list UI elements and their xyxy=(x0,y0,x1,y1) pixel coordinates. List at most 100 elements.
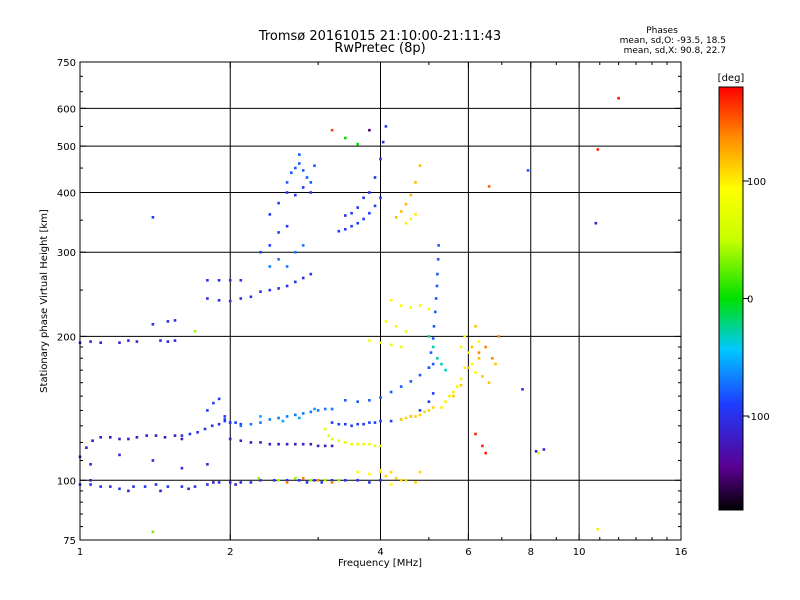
data-point xyxy=(404,221,408,225)
data-point xyxy=(389,419,393,423)
data-point xyxy=(379,468,382,472)
data-point xyxy=(379,419,382,423)
data-point xyxy=(298,162,301,165)
data-point xyxy=(394,216,398,219)
data-point xyxy=(617,96,620,100)
data-point xyxy=(436,258,440,261)
data-point xyxy=(526,169,530,172)
data-point xyxy=(330,444,334,448)
data-point xyxy=(166,340,170,343)
data-point xyxy=(173,319,177,322)
x-tick-label: 2 xyxy=(227,547,233,558)
data-point xyxy=(437,244,440,247)
data-point xyxy=(379,479,382,482)
data-point xyxy=(135,340,139,343)
data-point xyxy=(151,530,155,534)
data-point xyxy=(431,406,435,409)
data-point xyxy=(330,407,334,411)
data-point xyxy=(89,340,92,343)
data-point xyxy=(436,357,439,360)
data-point xyxy=(249,295,253,299)
data-point xyxy=(427,400,431,403)
data-point xyxy=(294,193,297,197)
data-point xyxy=(379,341,382,344)
data-point xyxy=(444,400,447,403)
data-point xyxy=(459,384,463,387)
data-point xyxy=(368,421,371,424)
data-point xyxy=(249,441,253,444)
chart-subtitle: RwPretec (8p) xyxy=(334,41,425,56)
data-point xyxy=(327,434,330,437)
data-point xyxy=(452,390,455,394)
data-point xyxy=(127,489,130,493)
data-point xyxy=(542,448,546,451)
data-point xyxy=(217,422,221,426)
data-point xyxy=(239,279,243,282)
data-point xyxy=(285,415,289,418)
data-point xyxy=(379,470,382,474)
data-point xyxy=(259,479,262,482)
data-point xyxy=(379,396,382,399)
data-point xyxy=(427,409,431,412)
data-point xyxy=(239,481,243,484)
data-point xyxy=(379,196,382,200)
colorbar-unit: [deg] xyxy=(718,73,745,84)
colorbar-ticks: 100 0 -100 xyxy=(743,177,770,423)
data-point xyxy=(309,442,313,446)
y-tick-label: 500 xyxy=(57,142,76,153)
data-point xyxy=(313,407,316,411)
data-point xyxy=(301,276,305,280)
data-point xyxy=(414,481,417,484)
data-point xyxy=(409,193,413,197)
data-point xyxy=(239,422,243,426)
data-point xyxy=(418,409,422,412)
data-point xyxy=(212,401,215,405)
data-point xyxy=(206,279,209,282)
data-point xyxy=(418,413,422,417)
data-point xyxy=(309,181,313,184)
data-point xyxy=(432,325,436,328)
data-point xyxy=(228,437,232,441)
axis-ticks: 1 2 4 6 8 10 16 75 100 200 300 400 500 600 750 xyxy=(57,58,687,558)
data-point xyxy=(180,485,184,488)
data-point xyxy=(456,385,459,388)
data-point xyxy=(217,299,221,302)
data-point xyxy=(521,388,524,391)
data-point xyxy=(399,479,403,482)
x-tick-label: 10 xyxy=(573,547,586,558)
data-point xyxy=(166,485,170,488)
data-point xyxy=(330,128,334,132)
data-point xyxy=(180,437,184,441)
data-point xyxy=(477,351,481,354)
data-point xyxy=(418,304,422,307)
data-point xyxy=(206,409,209,412)
data-point xyxy=(389,470,393,474)
data-point xyxy=(309,191,313,194)
data-point xyxy=(491,357,494,360)
data-point xyxy=(249,422,253,426)
data-point xyxy=(337,439,341,442)
data-point xyxy=(277,287,280,290)
data-point xyxy=(239,439,243,442)
data-point xyxy=(337,479,341,482)
data-point xyxy=(109,485,112,488)
data-point xyxy=(285,479,289,482)
data-point xyxy=(305,176,309,179)
data-point xyxy=(223,415,227,418)
data-point xyxy=(414,181,417,184)
data-point xyxy=(239,297,243,300)
data-point xyxy=(320,481,323,484)
data-point xyxy=(330,479,334,482)
x-tick-label: 1 xyxy=(77,547,83,558)
data-point xyxy=(356,442,359,446)
phases-heading: Phases xyxy=(646,26,678,36)
data-point xyxy=(394,325,398,328)
data-point xyxy=(294,250,297,254)
data-point xyxy=(373,176,377,179)
data-point xyxy=(414,213,417,216)
data-point xyxy=(301,186,305,189)
data-point xyxy=(484,345,487,349)
y-tick-label: 200 xyxy=(57,332,76,343)
x-tick-label: 8 xyxy=(528,547,534,558)
